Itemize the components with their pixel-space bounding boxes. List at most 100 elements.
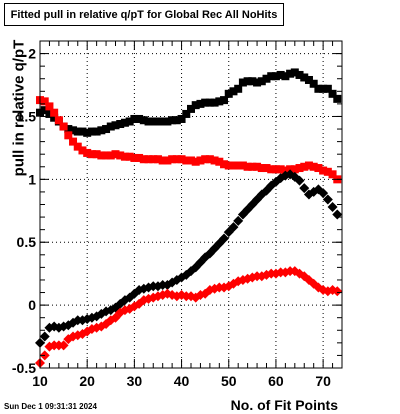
data-point-square bbox=[73, 142, 82, 151]
data-point-square bbox=[267, 165, 276, 174]
x-tick-label: 40 bbox=[174, 373, 190, 389]
data-point-square bbox=[238, 78, 247, 87]
data-point-diamond bbox=[299, 183, 310, 194]
data-point-square bbox=[319, 84, 328, 93]
data-point-square bbox=[168, 155, 177, 164]
data-point-square bbox=[314, 164, 323, 173]
data-point-square bbox=[125, 117, 134, 126]
data-point-square bbox=[83, 128, 92, 137]
data-point-square bbox=[201, 98, 210, 107]
data-point-square bbox=[116, 151, 125, 160]
data-point-square bbox=[40, 97, 49, 106]
data-point-square bbox=[328, 89, 337, 98]
data-point-square bbox=[229, 87, 238, 96]
data-point-square bbox=[309, 79, 318, 88]
data-point-square bbox=[97, 151, 106, 160]
data-point-square bbox=[69, 126, 78, 135]
data-point-square bbox=[323, 84, 332, 93]
x-tick-label: 60 bbox=[268, 373, 284, 389]
data-point-square bbox=[281, 72, 290, 81]
data-point-square bbox=[125, 152, 134, 161]
data-point-square bbox=[229, 161, 238, 170]
data-point-square bbox=[191, 157, 200, 166]
data-point-square bbox=[87, 127, 96, 136]
data-point-square bbox=[97, 126, 106, 135]
data-point-square bbox=[45, 109, 54, 118]
data-point-square bbox=[111, 121, 120, 130]
axis-ticks bbox=[39, 40, 343, 369]
data-point-square bbox=[144, 155, 153, 164]
data-point-square bbox=[153, 155, 162, 164]
data-point-square bbox=[201, 155, 210, 164]
data-point-square bbox=[172, 155, 181, 164]
data-point-square bbox=[286, 165, 295, 174]
y-tick-label: 1.5 bbox=[17, 108, 37, 124]
data-point-diamond bbox=[228, 222, 239, 233]
data-point-square bbox=[40, 106, 49, 115]
data-point-square bbox=[149, 117, 158, 126]
data-point-diamond bbox=[294, 175, 305, 186]
data-point-square bbox=[243, 162, 252, 171]
data-point-square bbox=[295, 164, 304, 173]
data-point-square bbox=[205, 98, 214, 107]
data-point-square bbox=[196, 156, 205, 165]
data-point-square bbox=[120, 118, 129, 127]
data-point-square bbox=[248, 77, 257, 86]
data-point-square bbox=[139, 116, 148, 125]
data-point-square bbox=[102, 125, 111, 134]
x-tick-label: 20 bbox=[79, 373, 95, 389]
chart-title: Fitted pull in relative q/pT for Global … bbox=[4, 3, 284, 26]
data-point-square bbox=[111, 150, 120, 159]
data-point-square bbox=[300, 73, 309, 82]
data-point-square bbox=[64, 125, 73, 134]
data-point-square bbox=[163, 156, 172, 165]
data-point-square bbox=[130, 114, 139, 123]
y-tick-label: 0 bbox=[28, 297, 36, 313]
data-point-square bbox=[182, 156, 191, 165]
data-point-square bbox=[276, 70, 285, 79]
data-point-square bbox=[234, 161, 243, 170]
data-point-square bbox=[54, 116, 63, 125]
data-point-square bbox=[187, 156, 195, 165]
data-point-square bbox=[177, 114, 186, 123]
data-point-square bbox=[238, 161, 247, 170]
x-tick-label: 30 bbox=[127, 373, 143, 389]
data-point-square bbox=[262, 74, 271, 83]
data-point-square bbox=[144, 117, 153, 126]
data-point-square bbox=[120, 152, 129, 161]
data-point-square bbox=[102, 151, 111, 160]
data-point-square bbox=[257, 164, 266, 173]
data-point-square bbox=[205, 155, 214, 164]
data-point-square bbox=[295, 70, 304, 79]
data-point-square bbox=[78, 127, 87, 136]
data-point-diamond bbox=[318, 188, 329, 199]
data-point-square bbox=[215, 97, 224, 106]
data-point-square bbox=[267, 72, 276, 81]
y-tick-label: 2 bbox=[28, 46, 36, 62]
data-point-square bbox=[64, 131, 73, 140]
data-point-diamond bbox=[200, 252, 211, 263]
data-point-square bbox=[92, 150, 101, 159]
x-tick-label: 10 bbox=[32, 373, 48, 389]
data-point-square bbox=[78, 146, 87, 155]
data-point-square bbox=[319, 166, 328, 175]
data-point-square bbox=[224, 161, 233, 170]
data-point-diamond bbox=[327, 202, 338, 213]
y-tick-label: -0.5 bbox=[12, 360, 36, 376]
data-point-square bbox=[234, 84, 243, 93]
data-point-square bbox=[300, 162, 309, 171]
data-point-square bbox=[83, 148, 92, 157]
data-point-square bbox=[50, 113, 59, 122]
data-point-square bbox=[271, 72, 280, 81]
data-point-square bbox=[158, 117, 167, 126]
y-tick-label: 0.5 bbox=[17, 234, 37, 250]
data-point-square bbox=[130, 153, 139, 162]
data-points bbox=[35, 68, 343, 368]
grid-lines bbox=[40, 41, 342, 368]
data-point-square bbox=[248, 162, 257, 171]
data-point-square bbox=[253, 162, 262, 171]
data-point-diamond bbox=[332, 286, 343, 297]
data-point-square bbox=[257, 77, 266, 86]
data-point-diamond bbox=[219, 233, 230, 244]
